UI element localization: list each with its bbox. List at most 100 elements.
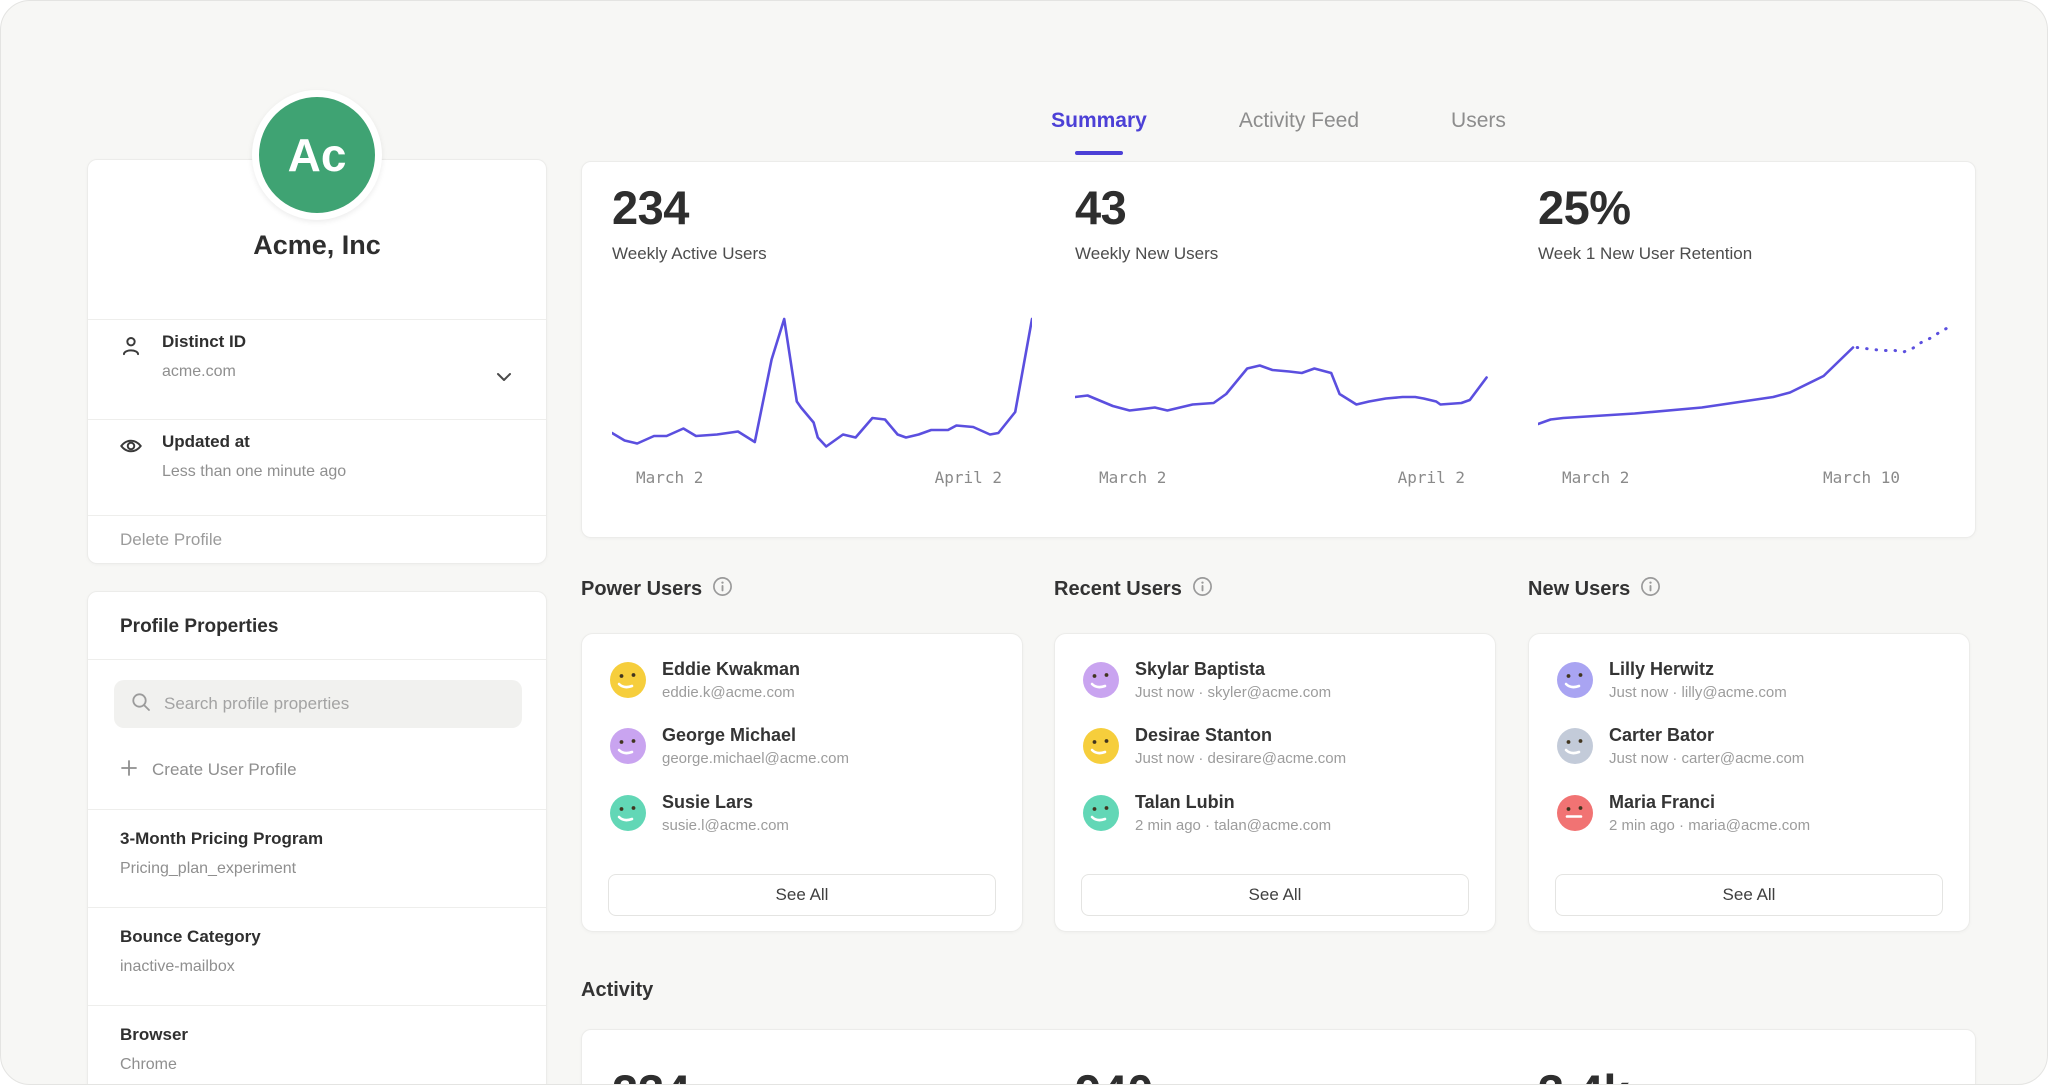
- stat-weekly-new-users: 43 Weekly New Users March 2 April 2: [1075, 162, 1495, 539]
- stat-weekly-active-users: 234 Weekly Active Users March 2 April 2: [612, 162, 1032, 539]
- field-distinct-id[interactable]: Distinct ID acme.com: [88, 319, 546, 419]
- property-value: Chrome: [120, 1056, 177, 1073]
- user-subtext: george.michael@acme.com: [662, 750, 849, 768]
- property-row[interactable]: Bounce Category inactive-mailbox: [88, 907, 546, 1005]
- info-icon[interactable]: [1640, 576, 1661, 603]
- create-user-profile-button[interactable]: Create User Profile: [120, 750, 297, 790]
- user-row[interactable]: Lilly Herwitz Just now · lilly@acme.com: [1557, 652, 1941, 708]
- field-value: acme.com: [162, 363, 236, 380]
- stat-label: Weekly Active Users: [612, 244, 767, 263]
- axis-label-start: March 2: [636, 468, 704, 487]
- company-initials: Ac: [287, 129, 347, 181]
- active-tab-underline: [1074, 151, 1123, 155]
- see-all-button[interactable]: See All: [1081, 874, 1469, 916]
- sparkline-date-labels: March 2 April 2: [612, 468, 1032, 487]
- user-name: George Michael: [662, 724, 797, 745]
- new-users-card: Lilly Herwitz Just now · lilly@acme.com …: [1528, 633, 1970, 932]
- user-avatar: [1083, 662, 1119, 698]
- stat-week1-retention: 25% Week 1 New User Retention March 2 Ma…: [1538, 162, 1958, 539]
- power-users-section: Power Users Eddie Kwakman eddie.k@acme.c…: [581, 576, 1023, 936]
- user-name: Maria Franci: [1609, 791, 1716, 812]
- profile-properties-title: Profile Properties: [120, 616, 279, 637]
- user-avatar: [610, 728, 646, 764]
- search-icon: [130, 691, 152, 718]
- sparkline-date-labels: March 2 March 10: [1538, 468, 1958, 487]
- company-avatar: Ac: [252, 90, 382, 220]
- user-avatar: [1557, 728, 1593, 764]
- property-name: Browser: [120, 1025, 189, 1044]
- user-row[interactable]: Eddie Kwakman eddie.k@acme.com: [610, 652, 994, 708]
- user-row[interactable]: Susie Lars susie.l@acme.com: [610, 785, 994, 841]
- tab-activity-feed[interactable]: Activity Feed: [1239, 109, 1359, 147]
- user-subtext: Just now · desirare@acme.com: [1135, 750, 1347, 768]
- user-avatar: [1083, 728, 1119, 764]
- company-profile-card: Ac Acme, Inc Distinct ID acme.com Update…: [87, 90, 547, 564]
- search-profile-properties[interactable]: [114, 680, 522, 728]
- property-row[interactable]: 3-Month Pricing Program Pricing_plan_exp…: [88, 809, 546, 907]
- recent-users-card: Skylar Baptista Just now · skyler@acme.c…: [1054, 633, 1496, 932]
- activity-stat-value: 3.4k: [1538, 1064, 1629, 1084]
- see-all-button[interactable]: See All: [1555, 874, 1943, 916]
- user-subtext: susie.l@acme.com: [662, 817, 789, 835]
- card-title: New Users: [1528, 578, 1631, 600]
- user-name: Talan Lubin: [1135, 791, 1235, 812]
- user-name: Eddie Kwakman: [662, 658, 801, 679]
- user-row[interactable]: George Michael george.michael@acme.com: [610, 718, 994, 774]
- stat-value: 43: [1075, 181, 1127, 234]
- stat-value: 25%: [1538, 181, 1631, 234]
- property-name: Bounce Category: [120, 927, 261, 946]
- user-name: Lilly Herwitz: [1609, 658, 1715, 679]
- info-icon[interactable]: [712, 576, 733, 603]
- user-subtext: Just now · skyler@acme.com: [1135, 684, 1332, 702]
- profile-properties-card: Profile Properties Create User Profile 3…: [87, 591, 547, 1084]
- user-row[interactable]: Talan Lubin 2 min ago · talan@acme.com: [1083, 785, 1467, 841]
- stat-value: 234: [612, 181, 689, 234]
- divider: [88, 319, 546, 320]
- property-name: 3-Month Pricing Program: [120, 829, 324, 848]
- user-row[interactable]: Desirae Stanton Just now · desirare@acme…: [1083, 718, 1467, 774]
- eye-icon: [118, 433, 144, 464]
- see-all-button[interactable]: See All: [608, 874, 996, 916]
- field-value: Less than one minute ago: [162, 463, 347, 480]
- tab-summary[interactable]: Summary: [1051, 109, 1147, 155]
- user-row[interactable]: Maria Franci 2 min ago · maria@acme.com: [1557, 785, 1941, 841]
- divider: [88, 907, 546, 908]
- user-subtext: 2 min ago · talan@acme.com: [1135, 817, 1332, 835]
- info-icon[interactable]: [1192, 576, 1213, 603]
- activity-stat-value: 940: [1075, 1064, 1153, 1084]
- property-value: inactive-mailbox: [120, 958, 235, 975]
- activity-card: 234 940 3.4k: [581, 1029, 1976, 1084]
- axis-label-start: March 2: [1099, 468, 1167, 487]
- delete-profile-button[interactable]: Delete Profile: [120, 530, 223, 549]
- stat-label: Week 1 New User Retention: [1538, 244, 1753, 263]
- user-avatar: [1557, 795, 1593, 831]
- property-value: Pricing_plan_experiment: [120, 860, 297, 877]
- stat-label: Weekly New Users: [1075, 244, 1219, 263]
- axis-label-end: April 2: [1397, 468, 1465, 487]
- user-name: Carter Bator: [1609, 724, 1715, 745]
- axis-label-end: March 10: [1822, 468, 1900, 487]
- activity-section-title: Activity: [581, 979, 654, 1001]
- summary-stats-card: 234 Weekly Active Users March 2 April 2 …: [581, 161, 1976, 538]
- axis-label-end: April 2: [934, 468, 1002, 487]
- user-subtext: eddie.k@acme.com: [662, 684, 795, 702]
- user-row[interactable]: Skylar Baptista Just now · skyler@acme.c…: [1083, 652, 1467, 708]
- user-subtext: Just now · lilly@acme.com: [1609, 684, 1787, 702]
- user-row[interactable]: Carter Bator Just now · carter@acme.com: [1557, 718, 1941, 774]
- activity-stat-value: 234: [612, 1064, 690, 1084]
- chevron-down-icon[interactable]: [496, 369, 512, 387]
- divider: [88, 659, 546, 660]
- user-avatar: [1557, 662, 1593, 698]
- search-input[interactable]: [162, 693, 506, 715]
- property-row[interactable]: Browser Chrome: [88, 1005, 546, 1084]
- tab-label: Users: [1451, 109, 1506, 132]
- user-subtext: Just now · carter@acme.com: [1609, 750, 1805, 768]
- tab-users[interactable]: Users: [1451, 109, 1506, 147]
- user-name: Susie Lars: [662, 791, 754, 812]
- field-updated-at: Updated at Less than one minute ago: [88, 419, 546, 515]
- card-title: Recent Users: [1054, 578, 1182, 600]
- user-name: Skylar Baptista: [1135, 658, 1266, 679]
- profile-tabs: Summary Activity Feed Users: [581, 109, 1976, 155]
- tab-label: Activity Feed: [1238, 109, 1360, 132]
- company-name: Acme, Inc: [253, 230, 381, 260]
